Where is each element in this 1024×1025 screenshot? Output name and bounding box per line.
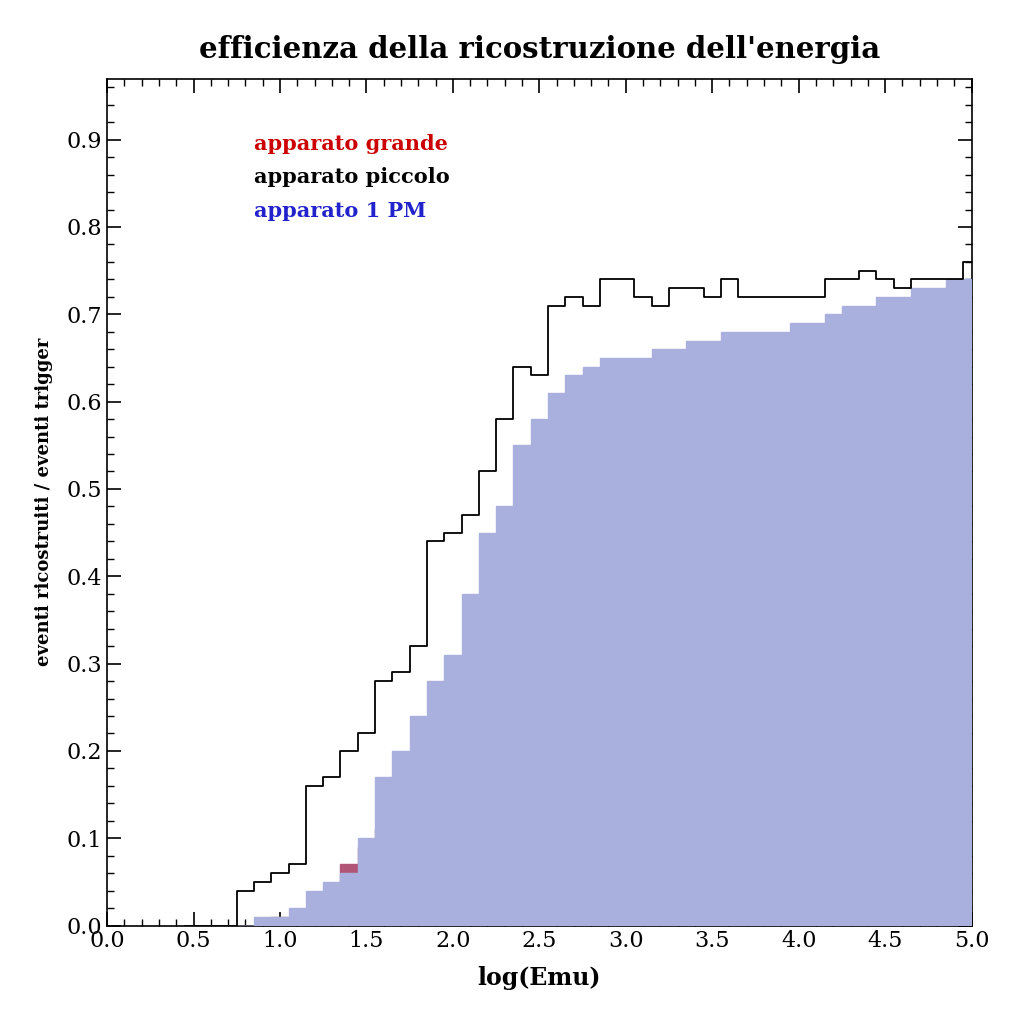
Polygon shape — [185, 280, 1024, 926]
Title: efficienza della ricostruzione dell'energia: efficienza della ricostruzione dell'ener… — [199, 35, 880, 64]
Text: apparato piccolo: apparato piccolo — [254, 167, 450, 188]
Polygon shape — [185, 209, 1024, 926]
Y-axis label: eventi ricostruiti / eventi trigger: eventi ricostruiti / eventi trigger — [35, 338, 52, 666]
Text: apparato grande: apparato grande — [254, 133, 447, 154]
Text: apparato 1 PM: apparato 1 PM — [254, 201, 426, 221]
X-axis label: log(Emu): log(Emu) — [477, 967, 601, 990]
